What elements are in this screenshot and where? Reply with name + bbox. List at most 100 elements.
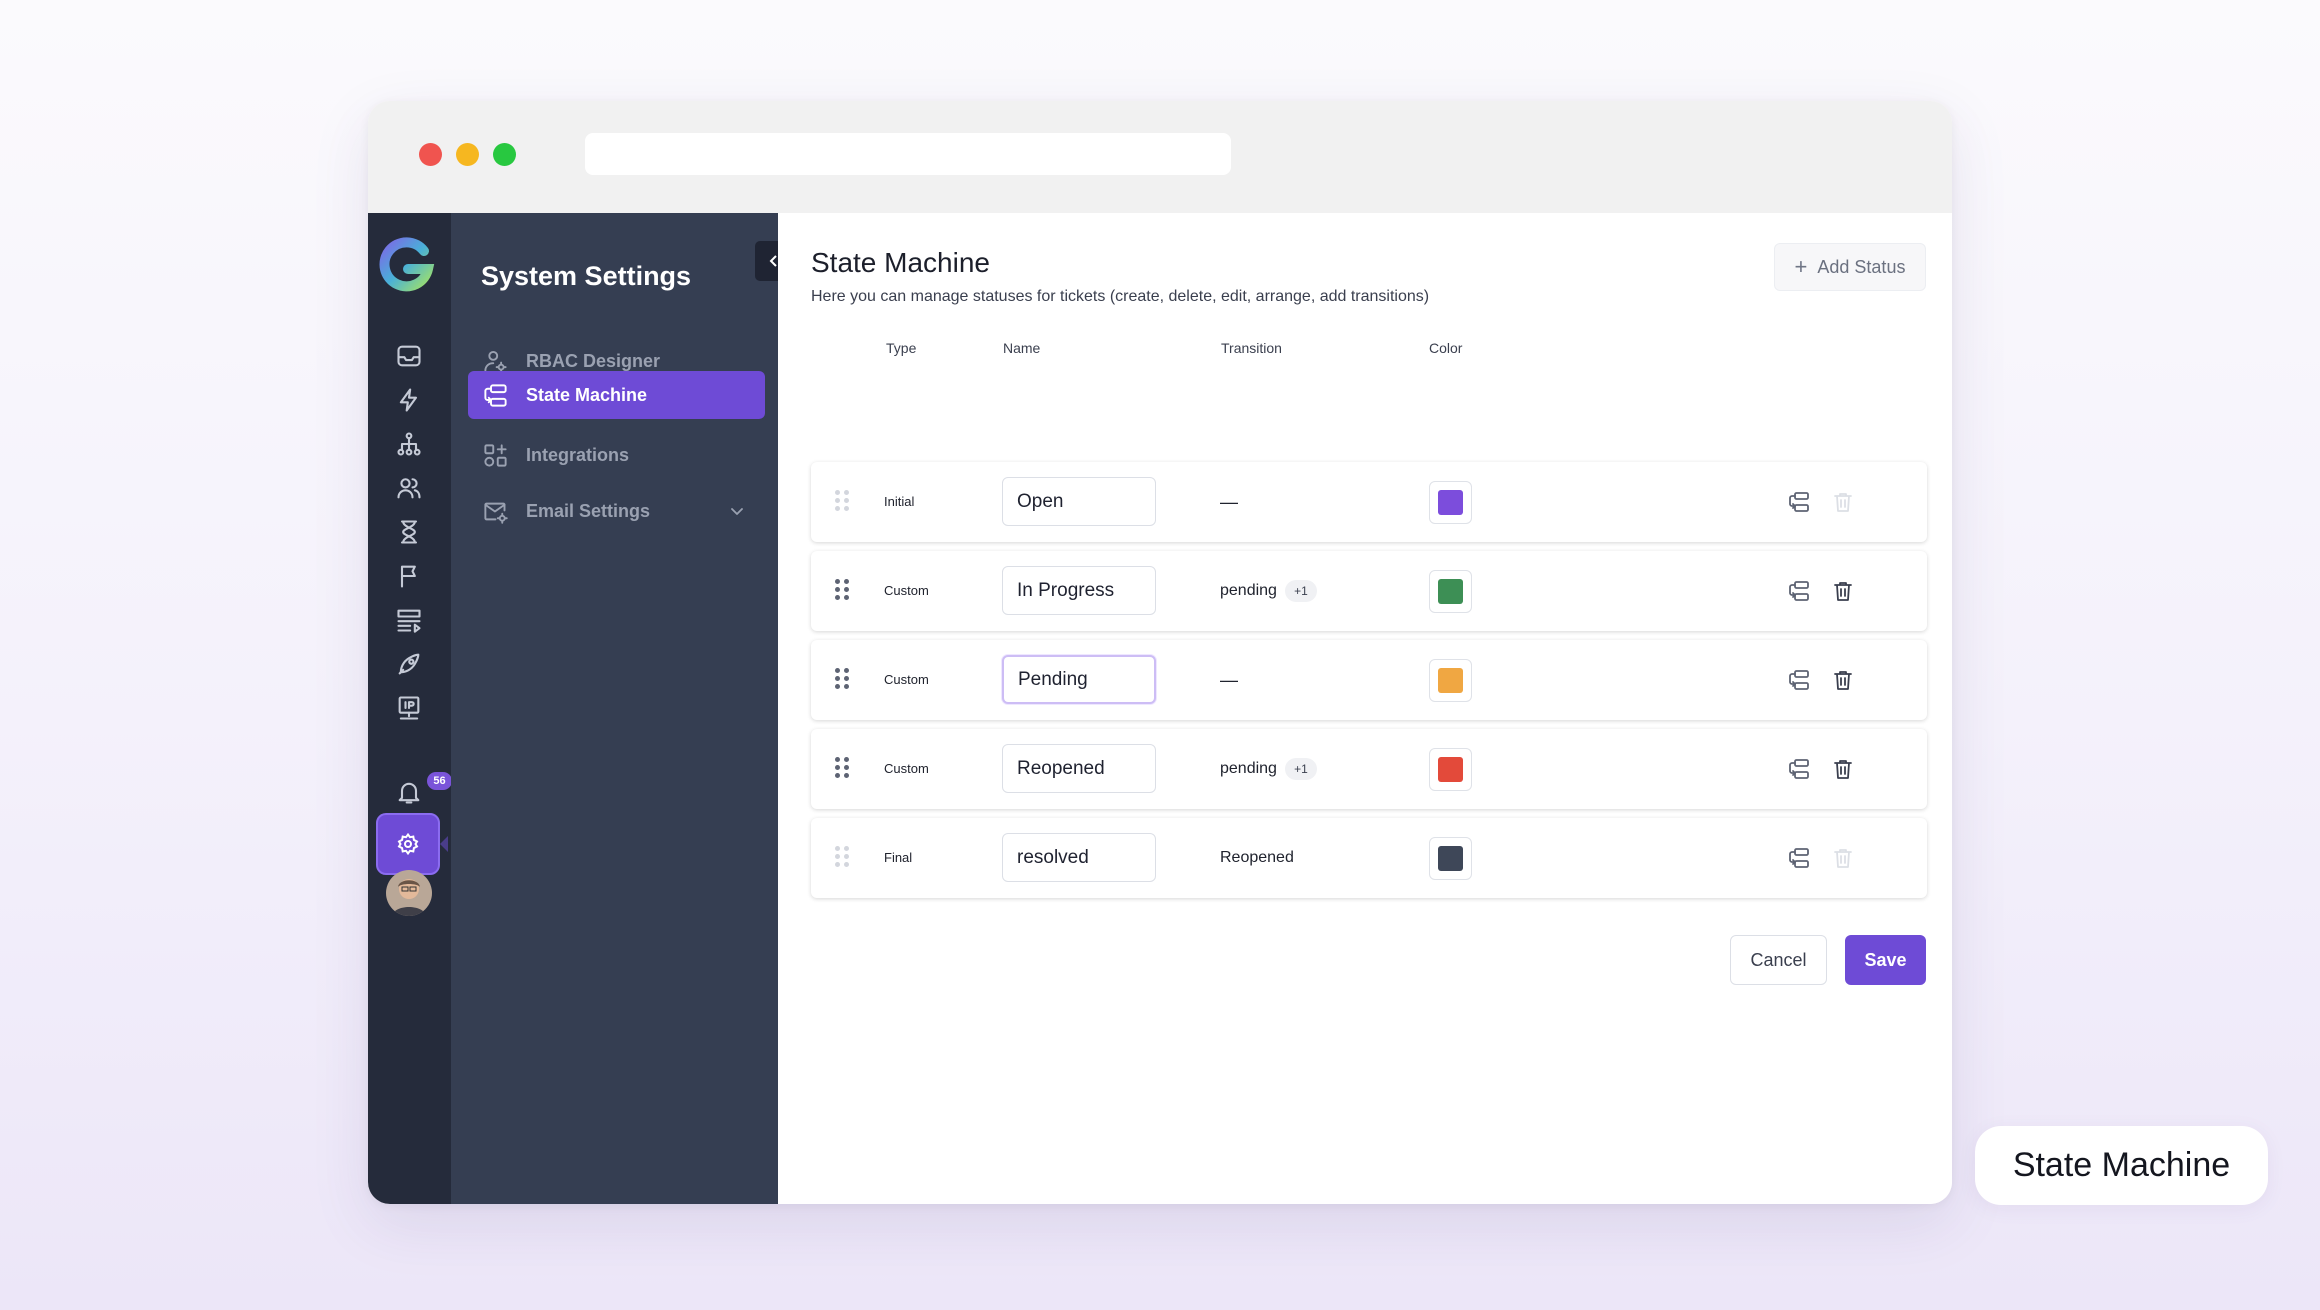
workflow-icon [1789,670,1809,690]
app-logo [378,237,436,295]
status-row: Final Reopened [811,818,1927,898]
bell-icon[interactable]: 56 [391,772,452,810]
workflow-icon [484,383,507,407]
feature-caption: State Machine [1975,1126,2268,1205]
status-name-input[interactable] [1002,744,1156,793]
trash-icon [1834,671,1852,690]
add-status-label: Add Status [1817,256,1906,277]
column-header-transition: Transition [1221,340,1282,356]
trash-icon [1834,849,1852,868]
sidebar-item-state-machine[interactable]: State Machine [468,371,765,419]
add-status-button[interactable]: + Add Status [1774,243,1926,291]
drag-handle-icon[interactable] [835,757,849,779]
status-transition[interactable]: Reopened [1220,846,1294,870]
status-transition[interactable]: pending +1 [1220,579,1317,603]
drag-handle-icon [835,846,849,868]
status-type: Custom [884,672,929,687]
status-name-input[interactable] [1002,655,1156,704]
inbox-icon[interactable] [391,338,427,374]
main-content: State Machine Here you can manage status… [778,213,1952,1204]
delete-status-button[interactable] [1829,844,1857,872]
color-swatch [1438,846,1463,871]
status-transition[interactable]: pending +1 [1220,757,1317,781]
status-type: Initial [884,494,915,509]
app-window: 56 System Settings RBAC Designer State [368,101,1952,1204]
status-type: Final [884,850,913,865]
avatar[interactable] [386,870,432,916]
hourglass-icon[interactable] [391,514,427,550]
sidebar-item-integrations[interactable]: Integrations [468,431,765,479]
maximize-window-button[interactable] [493,143,516,166]
transitions-button[interactable] [1785,577,1813,605]
color-picker[interactable] [1429,481,1472,524]
transitions-button[interactable] [1785,755,1813,783]
close-window-button[interactable] [419,143,442,166]
apps-plus-icon [484,443,507,467]
settings-icon[interactable] [376,813,440,875]
drag-handle-icon[interactable] [835,579,849,601]
user-gear-icon [484,350,507,373]
sidebar-item-rbac-designer[interactable]: RBAC Designer [468,337,765,385]
sidebar-item-label: Email Settings [526,500,651,521]
delete-status-button[interactable] [1829,666,1857,694]
flag-icon[interactable] [391,558,427,594]
trash-icon [1834,760,1852,779]
page-title: State Machine [811,247,990,278]
chevron-down-icon[interactable] [729,503,745,519]
transitions-button[interactable] [1785,488,1813,516]
lightning-icon[interactable] [391,382,427,418]
status-row: Custom pending +1 [811,729,1927,809]
transition-label: pending [1220,760,1277,777]
users-icon[interactable] [391,470,427,506]
color-picker[interactable] [1429,837,1472,880]
transition-label: — [1220,491,1238,512]
color-picker[interactable] [1429,659,1472,702]
trash-icon [1834,582,1852,601]
color-swatch [1438,668,1463,693]
sidebar-item-label: RBAC Designer [526,350,661,371]
status-type: Custom [884,761,929,776]
page-description: Here you can manage statuses for tickets… [811,288,1430,305]
sidebar-item-label: State Machine [526,384,648,405]
delete-status-button[interactable] [1829,577,1857,605]
workflow-icon [1789,759,1809,779]
settings-sidebar: System Settings RBAC Designer State Mach… [451,213,778,1204]
status-transition[interactable]: — [1220,668,1238,692]
color-picker[interactable] [1429,570,1472,613]
transition-count-chip: +1 [1284,580,1317,602]
transitions-button[interactable] [1785,844,1813,872]
browser-titlebar [368,101,1952,213]
sidebar-item-email-settings[interactable]: Email Settings [468,487,765,535]
status-name-input[interactable] [1002,477,1156,526]
table-icon[interactable] [391,602,427,638]
trash-icon [1834,493,1852,512]
ip-monitor-icon[interactable] [391,690,427,726]
notification-badge: 56 [427,772,452,790]
plus-icon: + [1794,254,1808,279]
minimize-window-button[interactable] [456,143,479,166]
cancel-button[interactable]: Cancel [1730,935,1827,985]
sidebar-item-label: Integrations [526,444,630,465]
column-header-type: Type [886,340,917,356]
active-pointer [440,836,448,852]
color-swatch [1438,757,1463,782]
save-button[interactable]: Save [1845,935,1926,985]
status-name-input[interactable] [1002,566,1156,615]
transitions-button[interactable] [1785,666,1813,694]
status-transition[interactable]: — [1220,490,1238,514]
hierarchy-icon[interactable] [391,426,427,462]
delete-status-button[interactable] [1829,488,1857,516]
transition-label: pending [1220,582,1277,599]
drag-handle-icon[interactable] [835,668,849,690]
color-picker[interactable] [1429,748,1472,791]
delete-status-button[interactable] [1829,755,1857,783]
status-name-input[interactable] [1002,833,1156,882]
color-swatch [1438,579,1463,604]
status-row: Custom — [811,640,1927,720]
rocket-icon[interactable] [391,646,427,682]
column-header-name: Name [1003,340,1041,356]
address-bar[interactable] [585,133,1231,175]
sidebar-title: System Settings [481,261,692,291]
mail-gear-icon [484,502,508,524]
status-row: Custom pending +1 [811,551,1927,631]
